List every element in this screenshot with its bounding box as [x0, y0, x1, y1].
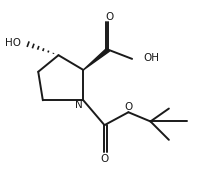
Text: O: O: [124, 102, 132, 112]
Polygon shape: [83, 48, 109, 70]
Text: OH: OH: [143, 53, 159, 63]
Text: HO: HO: [5, 38, 21, 48]
Text: N: N: [75, 100, 82, 110]
Text: O: O: [105, 12, 113, 22]
Text: O: O: [100, 154, 109, 164]
